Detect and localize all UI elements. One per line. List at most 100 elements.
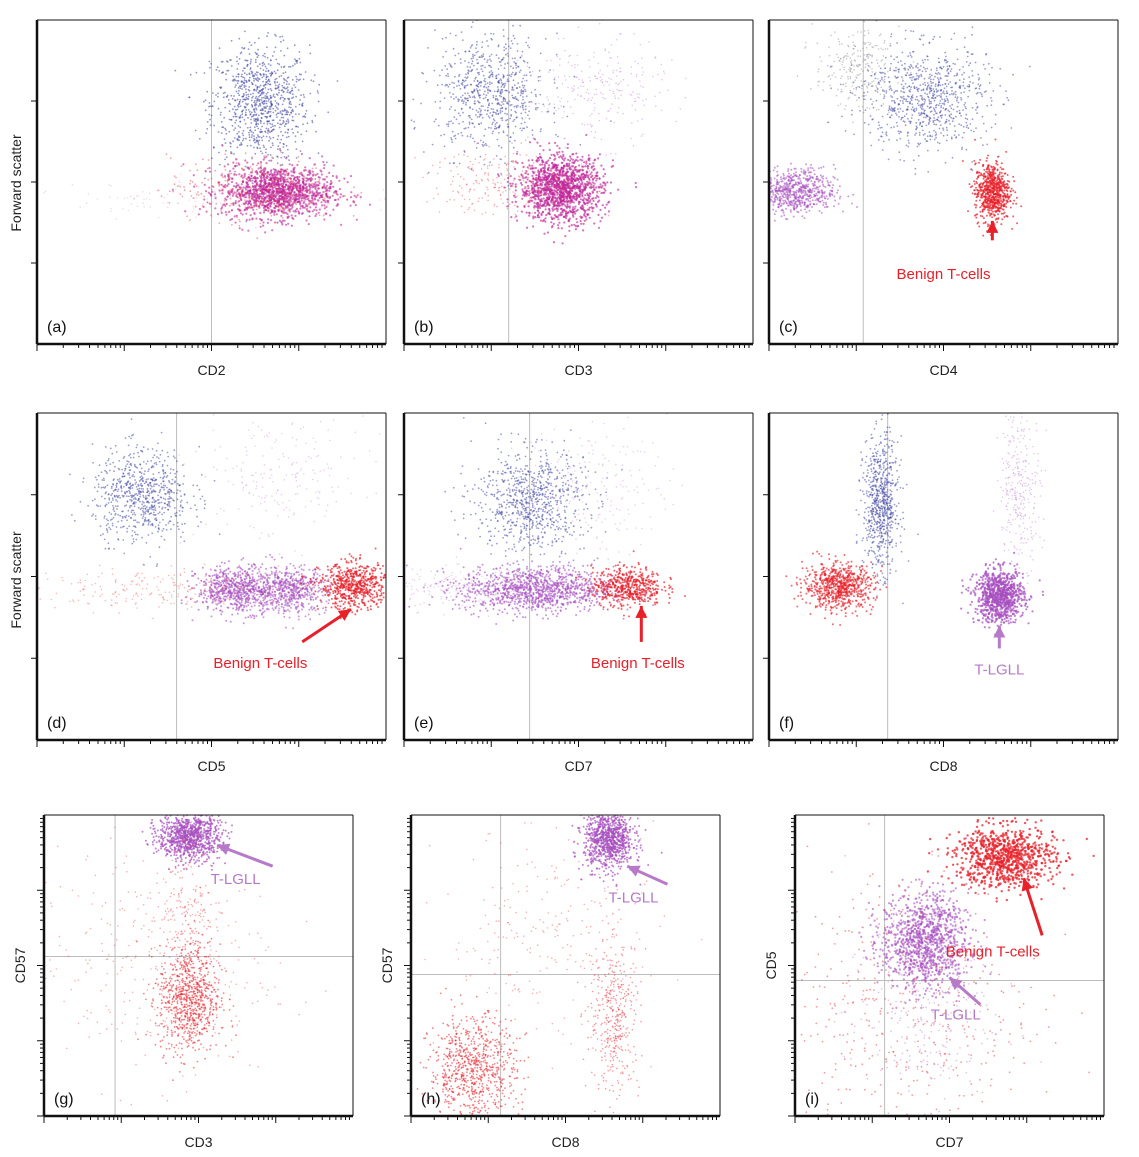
event-dot — [501, 84, 504, 86]
event-dot — [221, 144, 224, 147]
event-dot — [520, 92, 523, 95]
event-dot — [248, 195, 251, 198]
event-dot — [262, 174, 265, 177]
event-dot — [603, 84, 605, 87]
event-dot — [130, 203, 133, 205]
event-dot — [641, 118, 643, 120]
event-dot — [232, 192, 235, 196]
event-dot — [502, 131, 505, 134]
event-dot — [302, 93, 305, 96]
event-dot — [427, 171, 430, 174]
event-dot — [573, 166, 577, 169]
event-dot — [283, 109, 286, 112]
event-dot — [504, 100, 507, 103]
event-dot — [281, 217, 284, 219]
event-dot — [315, 203, 318, 206]
event-dot — [238, 101, 241, 103]
event-dot — [594, 158, 597, 161]
event-dot — [300, 152, 303, 156]
event-dot — [238, 209, 241, 212]
event-dot — [184, 210, 187, 213]
event-dot — [265, 172, 268, 175]
event-dot — [565, 212, 568, 215]
event-dot — [499, 158, 502, 161]
event-dot — [476, 116, 479, 118]
event-dot — [599, 76, 602, 78]
event-dot — [274, 179, 277, 182]
event-dot — [182, 163, 185, 166]
event-dot — [522, 127, 524, 130]
event-dot — [270, 193, 273, 196]
event-dot — [457, 100, 460, 103]
event-dot — [238, 227, 241, 230]
event-dot — [240, 195, 243, 198]
event-dot — [326, 187, 328, 189]
event-dot — [521, 175, 524, 178]
event-dots — [43, 30, 386, 240]
event-dot — [567, 211, 570, 214]
event-dot — [473, 126, 476, 128]
event-dot — [294, 179, 298, 182]
event-dot — [280, 188, 283, 191]
event-dot — [232, 203, 235, 205]
event-dot — [311, 174, 315, 177]
event-dot — [224, 211, 227, 214]
event-dot — [562, 184, 565, 187]
event-dot — [566, 100, 569, 103]
event-dot — [232, 140, 235, 143]
event-dot — [251, 182, 254, 185]
event-dot — [463, 127, 466, 130]
event-dot — [303, 193, 306, 196]
event-dot — [569, 106, 572, 108]
event-dot — [547, 166, 551, 169]
event-dot — [250, 197, 253, 200]
event-dot — [237, 192, 241, 195]
event-dot — [425, 80, 428, 83]
event-dot — [220, 187, 222, 189]
event-dot — [580, 70, 583, 73]
event-dot — [557, 107, 560, 110]
event-dot — [277, 148, 279, 151]
event-dot — [294, 113, 297, 115]
event-dot — [271, 142, 274, 145]
event-dot — [610, 152, 612, 155]
event-dot — [269, 170, 273, 173]
event-dot — [525, 181, 528, 184]
event-dot — [500, 92, 502, 95]
event-dot — [589, 192, 592, 195]
event-dot — [501, 117, 504, 119]
event-dot — [586, 202, 590, 205]
event-dot — [247, 191, 250, 193]
event-dot — [250, 122, 253, 124]
event-dot — [581, 208, 584, 211]
event-dot — [279, 36, 281, 38]
event-dot — [473, 209, 476, 212]
event-dot — [235, 158, 238, 161]
event-dot — [313, 192, 316, 195]
event-dot — [266, 35, 268, 38]
event-dot — [606, 181, 609, 184]
event-dot — [294, 58, 296, 61]
event-dot — [288, 192, 291, 196]
event-dot — [207, 178, 210, 181]
event-dot — [282, 170, 285, 173]
event-dot — [338, 179, 341, 182]
event-dot — [297, 155, 300, 158]
event-dot — [218, 181, 221, 184]
event-dot — [660, 109, 663, 112]
event-dot — [617, 97, 620, 100]
event-dot — [274, 169, 278, 172]
event-dot — [257, 48, 259, 51]
event-dot — [301, 210, 304, 212]
event-dot — [315, 213, 318, 216]
event-dot — [265, 162, 268, 165]
event-dot — [244, 114, 247, 117]
event-dot — [227, 211, 230, 214]
event-dot — [220, 189, 224, 192]
event-dot — [440, 134, 442, 137]
event-dot — [263, 107, 266, 109]
event-dot — [574, 63, 576, 66]
event-dot — [531, 164, 534, 167]
event-dot — [282, 185, 285, 188]
event-dot — [230, 209, 234, 212]
